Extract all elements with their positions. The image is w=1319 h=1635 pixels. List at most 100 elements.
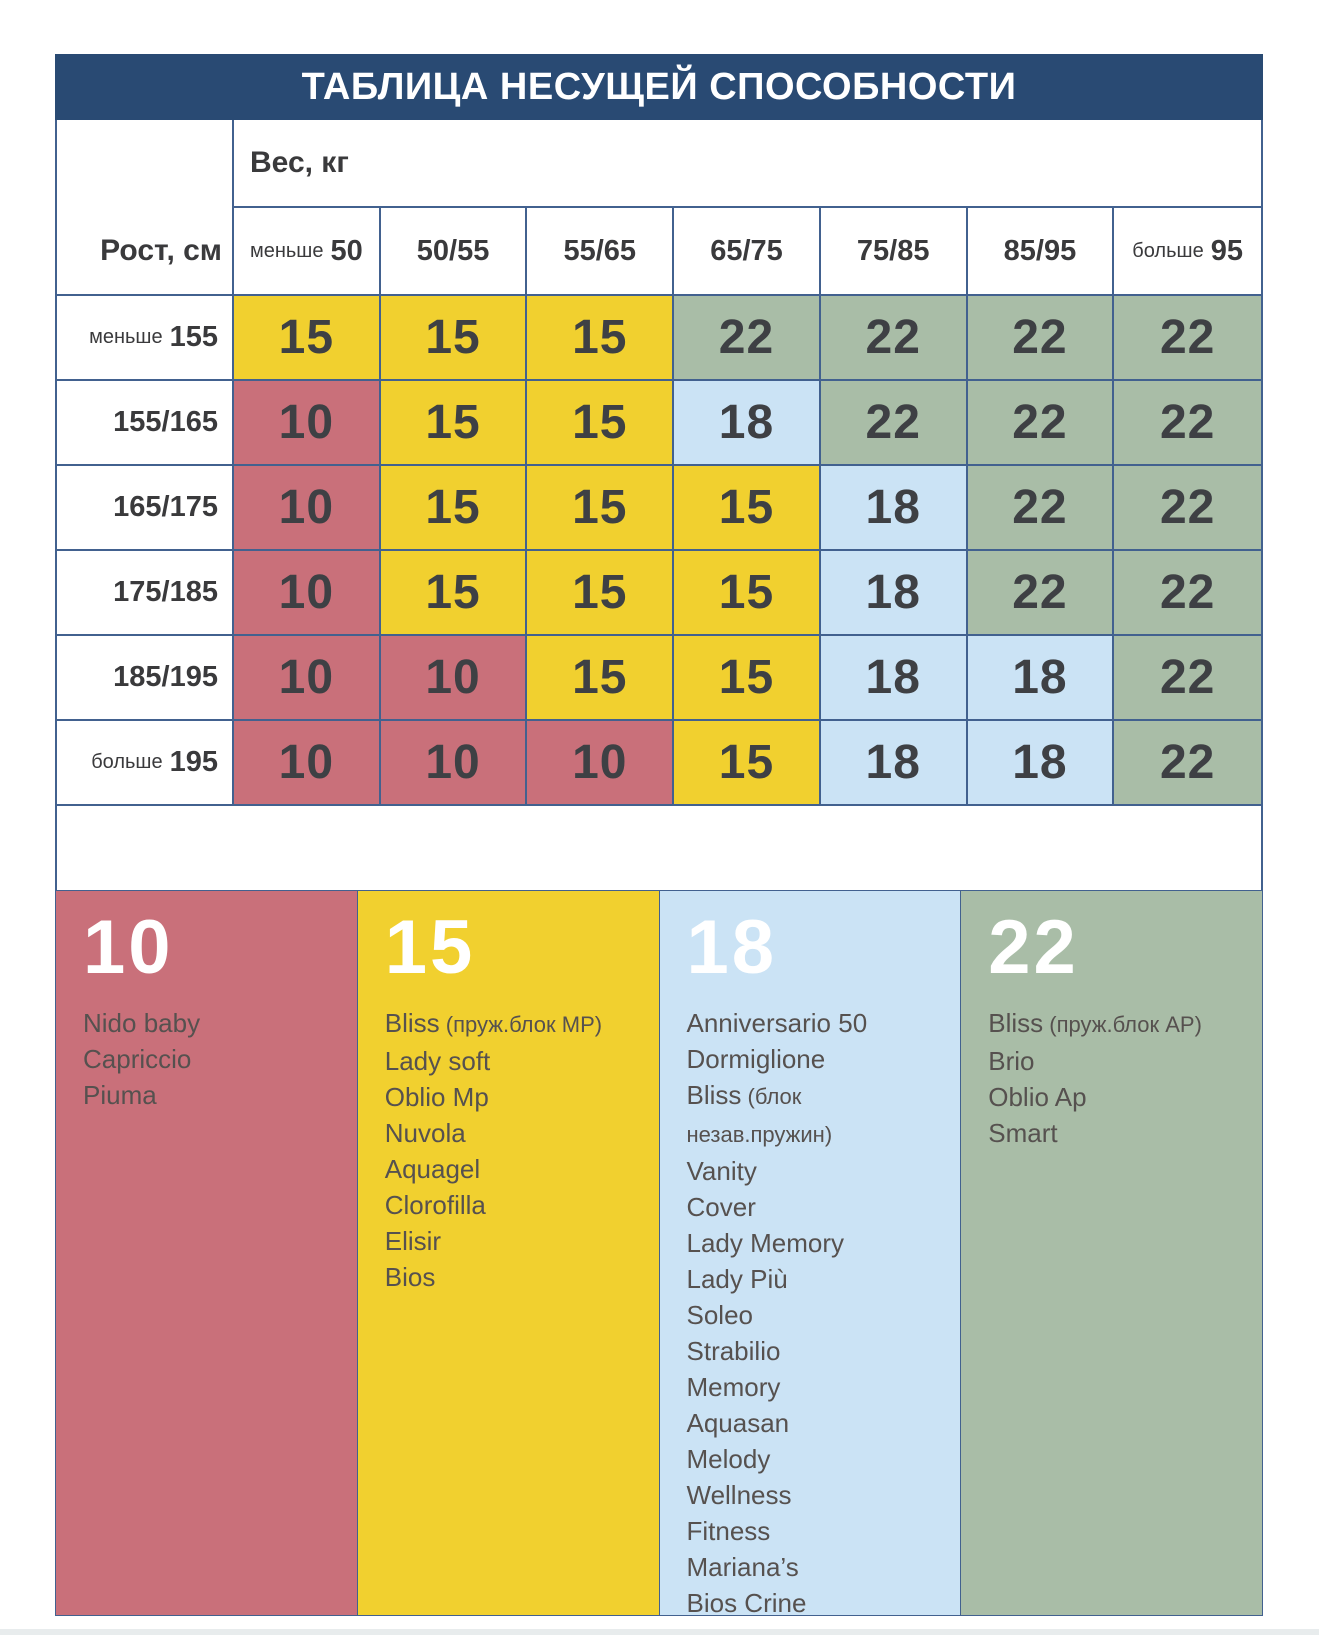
capacity-cell: 10 bbox=[380, 721, 528, 806]
product-name: Elisir bbox=[384, 1226, 442, 1256]
capacity-cell: 15 bbox=[674, 636, 821, 721]
height-row-label: больше 195 bbox=[57, 721, 234, 806]
capacity-cell: 22 bbox=[967, 381, 1115, 466]
label-value: 75/85 bbox=[856, 234, 930, 267]
capacity-cell: 15 bbox=[674, 551, 821, 636]
label-value: 65/75 bbox=[710, 234, 783, 267]
legend-product: Bliss (блок незав.пружин) bbox=[687, 1077, 951, 1153]
capacity-cell: 22 bbox=[820, 296, 968, 381]
label-value: 155 bbox=[169, 321, 218, 353]
product-name: Lady Più bbox=[686, 1264, 788, 1294]
label-value: 195 bbox=[169, 746, 218, 778]
legend-value: 10 bbox=[83, 905, 174, 990]
load-capacity-table: ТАБЛИЦА НЕСУЩЕЙ СПОСОБНОСТИ Рост, см Вес,… bbox=[55, 54, 1263, 892]
weight-column-header: 85/95 bbox=[967, 208, 1115, 296]
label-value: 95 bbox=[1210, 234, 1243, 267]
capacity-cell: 15 bbox=[380, 551, 528, 636]
capacity-cell: 22 bbox=[967, 551, 1115, 636]
capacity-cell: 10 bbox=[234, 551, 381, 636]
legend-product: Anniversario 50 bbox=[687, 1005, 951, 1041]
product-name: Aquasan bbox=[686, 1408, 790, 1438]
weight-column-header: 50/55 bbox=[380, 208, 528, 296]
product-name: Vanity bbox=[686, 1156, 757, 1186]
label-value: 185/195 bbox=[113, 661, 218, 693]
legend-product: Piuma bbox=[83, 1077, 347, 1113]
capacity-cell: 15 bbox=[380, 466, 528, 551]
weight-axis-label: Вес, кг bbox=[234, 120, 1261, 208]
capacity-cell: 10 bbox=[234, 381, 381, 466]
capacity-cell: 15 bbox=[674, 721, 821, 806]
legend-product: Vanity bbox=[687, 1153, 951, 1189]
product-name: Cover bbox=[686, 1192, 756, 1222]
product-name: Wellness bbox=[686, 1480, 792, 1510]
product-name: Mariana’s bbox=[686, 1552, 799, 1582]
product-note: (блок незав.пружин) bbox=[686, 1084, 833, 1147]
capacity-grid: Рост, см Вес, кг меньше 50 50/55 55/65 65/75 75… bbox=[55, 120, 1263, 892]
legend-product-list: Bliss (пруж.блок MP) Lady soft Oblio Mp Nuv… bbox=[385, 1005, 649, 1295]
capacity-cell: 18 bbox=[820, 466, 968, 551]
capacity-cell: 10 bbox=[234, 721, 381, 806]
bottom-strip bbox=[0, 1629, 1319, 1635]
legend-product: Capriccio bbox=[83, 1041, 347, 1077]
capacity-cell: 18 bbox=[820, 551, 968, 636]
capacity-cell: 18 bbox=[967, 721, 1115, 806]
weight-column-header: 55/65 bbox=[527, 208, 675, 296]
legend-value: 15 bbox=[384, 905, 476, 990]
weight-column-header: больше 95 bbox=[1114, 208, 1261, 296]
label-value: 50 bbox=[330, 234, 363, 267]
capacity-cell: 18 bbox=[820, 721, 968, 806]
product-note: (пруж.блок MP) bbox=[439, 1012, 603, 1037]
legend-product: Cover bbox=[687, 1189, 951, 1225]
product-name: Strabilio bbox=[686, 1336, 781, 1366]
product-name: Bios Crine bbox=[686, 1588, 807, 1618]
product-name: Piuma bbox=[83, 1080, 157, 1110]
legend-block: 10 Nido baby Capriccio Piuma bbox=[55, 890, 358, 1616]
capacity-cell: 15 bbox=[380, 381, 528, 466]
product-name: Lady Memory bbox=[686, 1228, 845, 1258]
product-name: Brio bbox=[988, 1046, 1035, 1076]
height-axis-label: Рост, см bbox=[57, 120, 234, 296]
legend-product: Mariana’s bbox=[687, 1549, 951, 1585]
legend-product: Clorofilla bbox=[385, 1187, 649, 1223]
legend-product: Wellness bbox=[687, 1477, 951, 1513]
capacity-cell: 22 bbox=[820, 381, 968, 466]
capacity-legend: 10 Nido baby Capriccio Piuma 15 Bliss (пруж.б… bbox=[55, 890, 1263, 1618]
legend-product-list: Anniversario 50 Dormiglione Bliss (блок не… bbox=[687, 1005, 951, 1621]
height-row-label: меньше 155 bbox=[57, 296, 234, 381]
capacity-cell: 15 bbox=[527, 466, 675, 551]
product-name: Bliss bbox=[988, 1008, 1044, 1038]
capacity-cell: 18 bbox=[967, 636, 1115, 721]
height-row-label: 155/165 bbox=[57, 381, 234, 466]
weight-column-header: 75/85 bbox=[820, 208, 968, 296]
capacity-cell: 22 bbox=[1114, 636, 1261, 721]
legend-product: Soleo bbox=[687, 1297, 951, 1333]
legend-product: Bios bbox=[385, 1259, 649, 1295]
legend-product: Bios Crine bbox=[687, 1585, 951, 1621]
product-name: Bliss bbox=[686, 1080, 742, 1110]
product-name: Smart bbox=[988, 1118, 1058, 1148]
capacity-cell: 10 bbox=[527, 721, 675, 806]
capacity-cell: 22 bbox=[967, 466, 1115, 551]
capacity-cell: 22 bbox=[967, 296, 1115, 381]
label-prefix: больше bbox=[91, 751, 163, 773]
capacity-cell: 15 bbox=[527, 551, 675, 636]
height-row-label: 175/185 bbox=[57, 551, 234, 636]
label-value: 85/95 bbox=[1003, 234, 1077, 267]
capacity-cell: 15 bbox=[380, 296, 528, 381]
product-name: Aquagel bbox=[384, 1154, 481, 1184]
product-name: Dormiglione bbox=[686, 1044, 826, 1074]
legend-product: Lady Più bbox=[687, 1261, 951, 1297]
product-name: Nuvola bbox=[384, 1118, 466, 1148]
capacity-cell: 22 bbox=[1114, 466, 1261, 551]
legend-product: Aquasan bbox=[687, 1405, 951, 1441]
table-title: ТАБЛИЦА НЕСУЩЕЙ СПОСОБНОСТИ bbox=[55, 54, 1263, 120]
legend-product: Smart bbox=[988, 1115, 1252, 1151]
capacity-cell: 22 bbox=[674, 296, 821, 381]
product-name: Bios bbox=[384, 1262, 436, 1292]
legend-product: Bliss (пруж.блок MP) bbox=[385, 1005, 649, 1043]
legend-product: Nuvola bbox=[385, 1115, 649, 1151]
label-value: 155/165 bbox=[113, 406, 218, 438]
legend-product: Oblio Ap bbox=[988, 1079, 1252, 1115]
legend-product: Bliss (пруж.блок AP) bbox=[988, 1005, 1252, 1043]
product-name: Oblio Ap bbox=[988, 1082, 1087, 1112]
